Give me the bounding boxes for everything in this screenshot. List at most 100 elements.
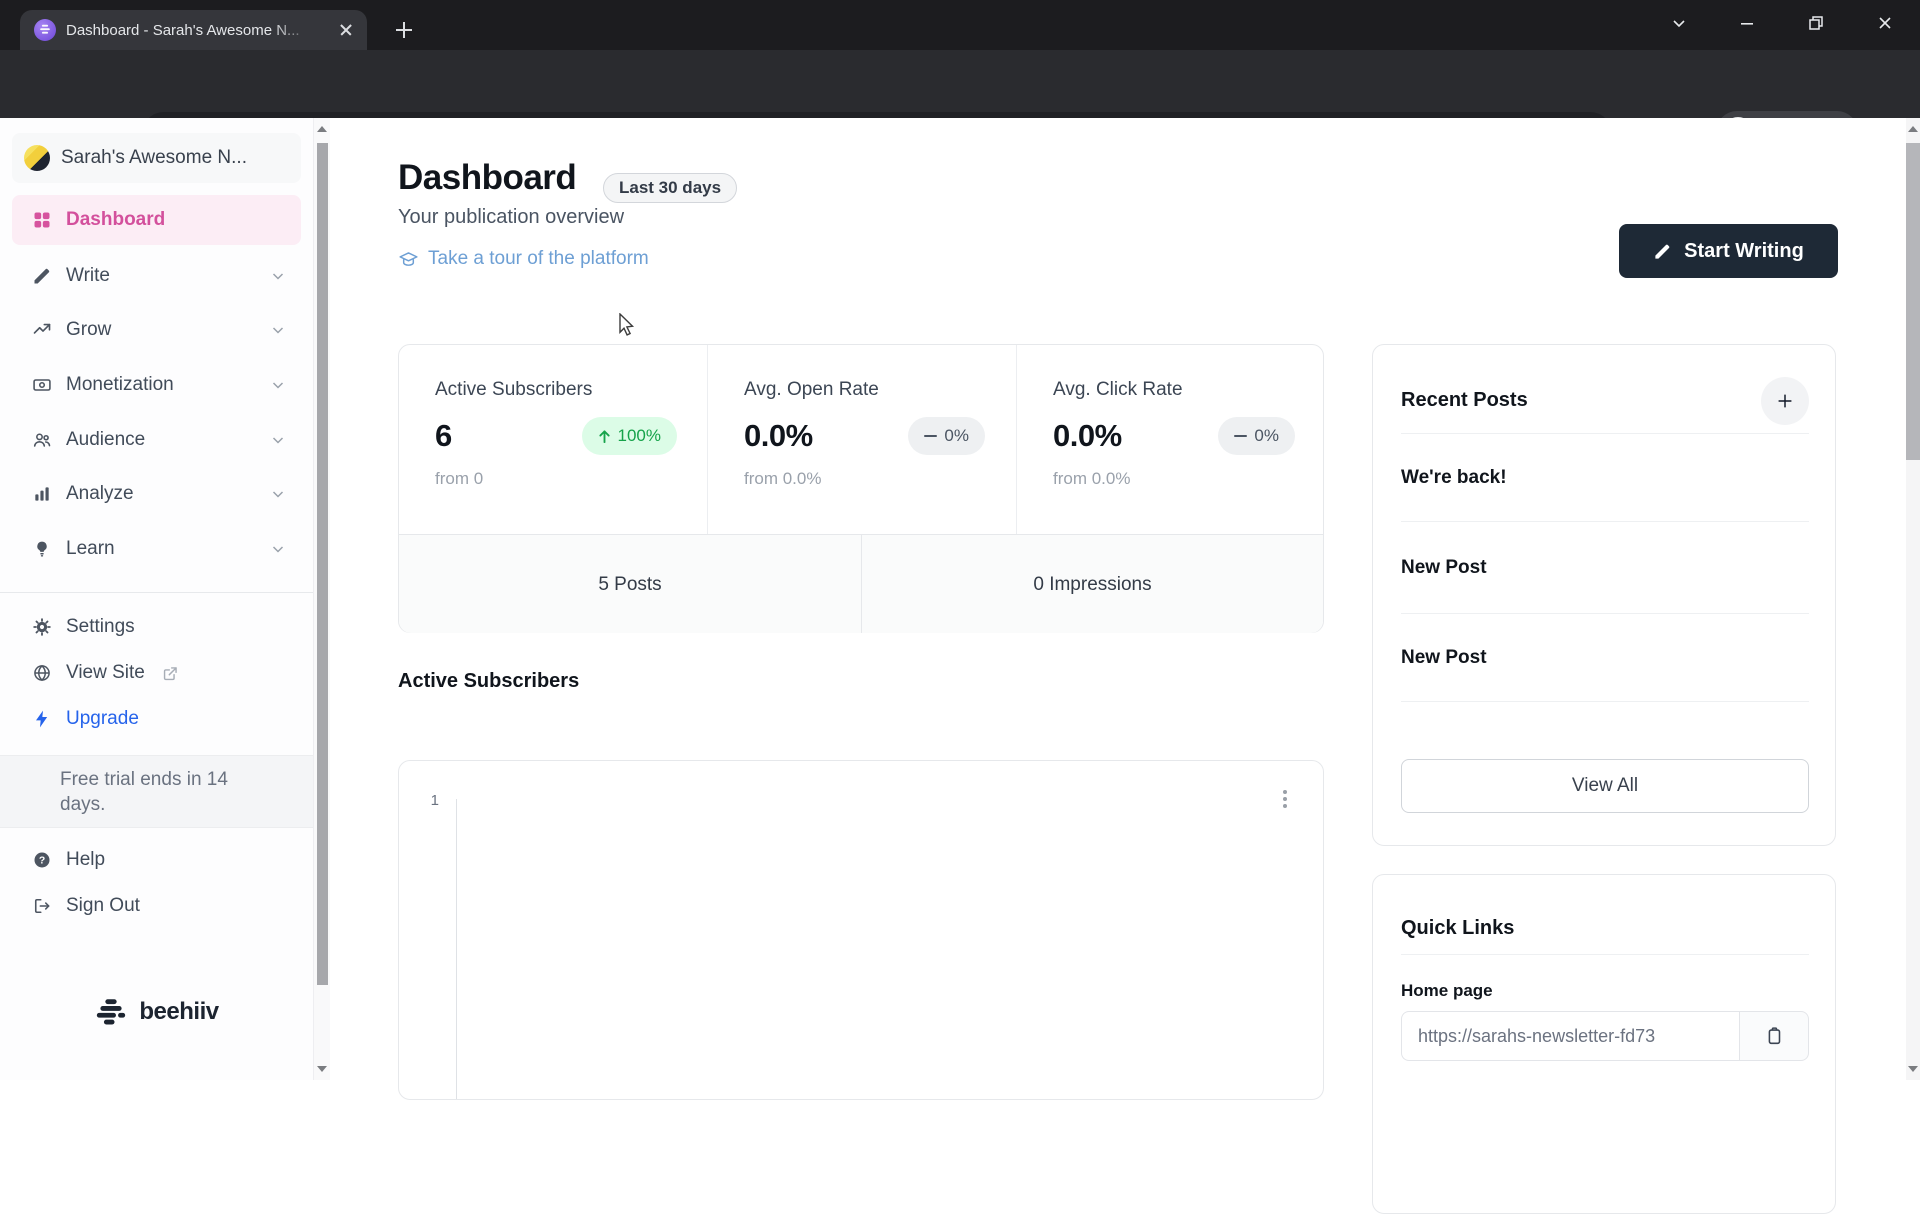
subscribers-chart-card: 1 [398, 760, 1324, 1100]
arrow-up-icon [598, 429, 610, 443]
stats-summary-row: 5 Posts 0 Impressions [399, 534, 1323, 633]
sidebar-scrollbar-thumb[interactable] [317, 143, 328, 985]
window-close-button[interactable] [1870, 8, 1900, 38]
add-post-button[interactable] [1761, 377, 1809, 425]
external-link-icon [161, 664, 180, 683]
sidebar-item-sign-out[interactable]: Sign Out [12, 884, 301, 928]
date-range-badge: Last 30 days [603, 173, 738, 203]
chevron-down-icon [269, 540, 287, 558]
pencil-icon [34, 268, 50, 284]
mouse-cursor [618, 313, 640, 337]
tour-link[interactable]: Take a tour of the platform [398, 248, 649, 270]
posts-summary: 5 Posts [399, 535, 861, 633]
start-writing-button[interactable]: Start Writing [1619, 224, 1838, 278]
clipboard-icon [1768, 1027, 1781, 1045]
gear-icon [33, 618, 51, 636]
users-icon [33, 433, 51, 447]
sidebar-item-settings[interactable]: Settings [12, 605, 301, 649]
chevron-down-icon [269, 485, 287, 503]
view-all-button[interactable]: View All [1401, 759, 1809, 813]
scroll-down-arrow-icon[interactable] [317, 1066, 327, 1072]
sidebar-scrollbar[interactable] [313, 118, 330, 1080]
sidebar-item-upgrade[interactable]: Upgrade [12, 697, 301, 741]
home-page-url-input[interactable]: https://sarahs-newsletter-fd73 [1401, 1011, 1739, 1061]
page: Sarah's Awesome N... Dashboard Write Gro… [0, 118, 1920, 1214]
tab-close-icon[interactable] [335, 19, 357, 41]
window-restore-button[interactable] [1801, 8, 1831, 38]
chart-section-title: Active Subscribers [398, 670, 580, 692]
bar-chart-icon [35, 487, 49, 501]
tab-search-chevron-icon[interactable] [1664, 8, 1694, 38]
stat-click-rate: Avg. Click Rate 0.0% 0% from 0.0% [1016, 345, 1325, 534]
sidebar-item-write[interactable]: Write [12, 254, 301, 298]
stat-active-subscribers: Active Subscribers 6 100% from 0 [399, 345, 707, 534]
recent-posts-card: Recent Posts We're back! New Post New Po… [1372, 344, 1836, 846]
delta-badge: 0% [908, 417, 985, 455]
recent-post-item[interactable]: We're back! [1401, 467, 1507, 488]
scroll-up-arrow-icon[interactable] [317, 126, 327, 132]
chevron-down-icon [269, 376, 287, 394]
chevron-down-icon [269, 267, 287, 285]
question-circle-icon: ? [34, 852, 50, 868]
sidebar-item-view-site[interactable]: View Site [12, 651, 301, 695]
chevron-down-icon [269, 431, 287, 449]
pencil-icon [1655, 244, 1670, 259]
page-scrollbar[interactable] [1906, 118, 1920, 1080]
graduation-cap-icon [399, 251, 418, 266]
window-minimize-button[interactable] [1732, 8, 1762, 38]
y-axis-tick: 1 [430, 792, 439, 809]
workspace-switcher[interactable]: Sarah's Awesome N... [12, 133, 301, 183]
sidebar: Sarah's Awesome N... Dashboard Write Gro… [0, 118, 313, 1080]
sidebar-item-grow[interactable]: Grow [12, 308, 301, 352]
home-page-label: Home page [1401, 981, 1493, 1000]
grid-icon [34, 212, 50, 228]
sidebar-item-audience[interactable]: Audience [12, 418, 301, 462]
banknote-icon [33, 379, 51, 391]
scroll-down-arrow-icon[interactable] [1908, 1066, 1918, 1072]
sidebar-item-help[interactable]: ? Help [12, 838, 301, 882]
svg-text:?: ? [39, 856, 45, 867]
quick-links-title: Quick Links [1401, 917, 1515, 939]
page-subtitle: Your publication overview [398, 206, 625, 228]
recent-post-item[interactable]: New Post [1401, 647, 1487, 668]
dash-icon [924, 435, 938, 437]
new-tab-button[interactable] [390, 16, 418, 44]
copy-url-button[interactable] [1739, 1011, 1809, 1061]
delta-badge: 0% [1218, 417, 1295, 455]
sidebar-divider [0, 592, 313, 593]
delta-badge: 100% [581, 417, 677, 455]
sidebar-item-learn[interactable]: Learn [12, 527, 301, 571]
plus-icon [1778, 394, 1792, 408]
recent-post-item[interactable]: New Post [1401, 557, 1487, 578]
sidebar-item-analyze[interactable]: Analyze [12, 472, 301, 516]
workspace-name: Sarah's Awesome N... [61, 147, 247, 168]
beehiiv-favicon [34, 19, 56, 41]
trending-up-icon [33, 323, 51, 334]
beehiiv-brand: beehiiv [0, 998, 313, 1026]
page-scrollbar-thumb[interactable] [1906, 143, 1920, 460]
workspace-avatar [24, 145, 50, 171]
stat-open-rate: Avg. Open Rate 0.0% 0% from 0.0% [707, 345, 1015, 534]
browser-tab[interactable]: Dashboard - Sarah's Awesome N... [20, 10, 367, 50]
beehiiv-wordmark: beehiiv [139, 998, 219, 1025]
sidebar-item-dashboard[interactable]: Dashboard [12, 195, 301, 245]
tab-title: Dashboard - Sarah's Awesome N... [66, 21, 300, 39]
beehiiv-logo-icon [97, 999, 126, 1025]
lightning-icon [36, 710, 48, 728]
dash-icon [1234, 435, 1248, 437]
browser-chrome: Dashboard - Sarah's Awesome N... [0, 0, 1920, 156]
sign-out-icon [34, 898, 50, 914]
home-page-url-group: https://sarahs-newsletter-fd73 [1401, 1011, 1809, 1061]
sidebar-item-monetization[interactable]: Monetization [12, 363, 301, 407]
stats-card: Active Subscribers 6 100% from 0 Avg. Op… [398, 344, 1324, 633]
lightbulb-icon [37, 541, 47, 557]
browser-toolbar: app.beehiiv.com [0, 50, 1920, 156]
globe-icon [34, 664, 50, 682]
impressions-summary: 0 Impressions [861, 535, 1323, 633]
trial-notice: Free trial ends in 14 days. [0, 755, 313, 828]
recent-posts-title: Recent Posts [1401, 389, 1528, 411]
chart-menu-icon[interactable] [1283, 790, 1287, 794]
y-axis-line [456, 799, 457, 1099]
scroll-up-arrow-icon[interactable] [1908, 126, 1918, 132]
chevron-down-icon [269, 321, 287, 339]
